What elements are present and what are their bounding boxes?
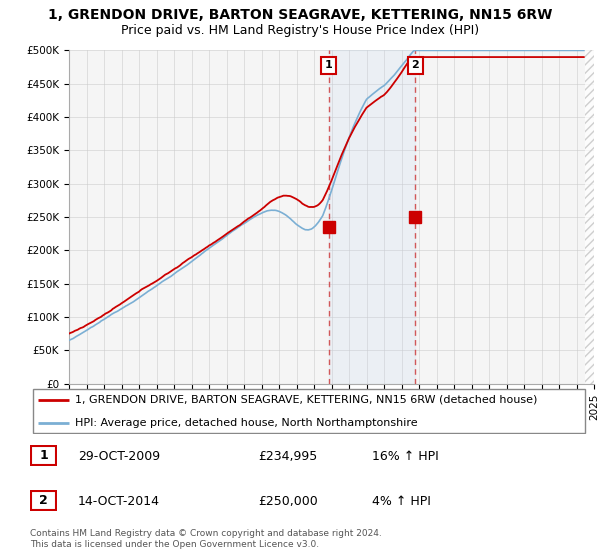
Text: 1, GRENDON DRIVE, BARTON SEAGRAVE, KETTERING, NN15 6RW (detached house): 1, GRENDON DRIVE, BARTON SEAGRAVE, KETTE… xyxy=(74,395,537,404)
FancyBboxPatch shape xyxy=(31,446,56,465)
Bar xyxy=(329,50,415,384)
FancyBboxPatch shape xyxy=(31,491,56,510)
Text: £250,000: £250,000 xyxy=(258,494,318,508)
Text: 1, GRENDON DRIVE, BARTON SEAGRAVE, KETTERING, NN15 6RW: 1, GRENDON DRIVE, BARTON SEAGRAVE, KETTE… xyxy=(48,8,552,22)
Text: 29-OCT-2009: 29-OCT-2009 xyxy=(78,450,160,463)
Text: 1: 1 xyxy=(39,449,48,463)
Text: 1: 1 xyxy=(325,60,332,71)
Text: £234,995: £234,995 xyxy=(258,450,317,463)
FancyBboxPatch shape xyxy=(33,389,585,433)
Text: Price paid vs. HM Land Registry's House Price Index (HPI): Price paid vs. HM Land Registry's House … xyxy=(121,24,479,36)
Text: 2: 2 xyxy=(412,60,419,71)
Bar xyxy=(585,50,594,384)
Text: 2: 2 xyxy=(39,494,48,507)
Text: Contains HM Land Registry data © Crown copyright and database right 2024.
This d: Contains HM Land Registry data © Crown c… xyxy=(30,529,382,549)
Text: 14-OCT-2014: 14-OCT-2014 xyxy=(78,494,160,508)
Text: 4% ↑ HPI: 4% ↑ HPI xyxy=(372,494,431,508)
Text: 16% ↑ HPI: 16% ↑ HPI xyxy=(372,450,439,463)
Text: HPI: Average price, detached house, North Northamptonshire: HPI: Average price, detached house, Nort… xyxy=(74,418,417,427)
